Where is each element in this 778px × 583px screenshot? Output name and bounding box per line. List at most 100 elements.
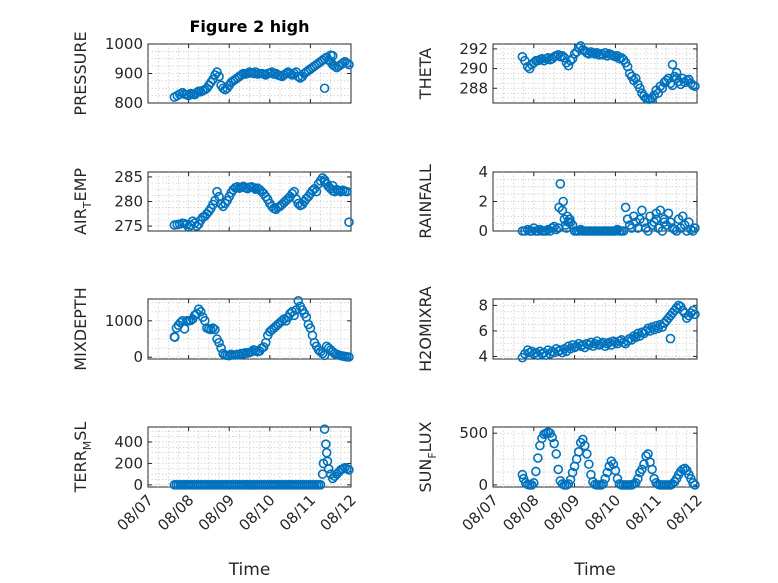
data-point: [553, 464, 564, 475]
data-point: [651, 214, 662, 224]
data-point: [206, 324, 216, 335]
data-point: [563, 60, 574, 71]
y-tick-label: 0: [478, 476, 488, 494]
y-axis-label-main: MIXDEPTH: [71, 287, 90, 370]
data-point: [665, 217, 676, 227]
data-point: [690, 309, 700, 320]
y-tick-label: 1000: [105, 312, 143, 330]
data-point: [690, 81, 700, 92]
panel-rainfall: 0 2 4 RAINFALL: [416, 163, 700, 240]
data-point: [677, 305, 688, 316]
y-axis-label: RAINFALL: [416, 164, 435, 239]
y-axis-label-tail: EMP: [71, 168, 90, 202]
data-point: [551, 449, 562, 459]
data-point: [637, 464, 647, 475]
data-point: [647, 464, 657, 475]
data-point: [655, 205, 666, 216]
y-tick-label: 280: [114, 193, 143, 211]
y-axis-label-main: TERR: [71, 450, 90, 493]
y-tick-label: 800: [114, 94, 143, 112]
data-point: [344, 465, 354, 475]
data-point: [582, 449, 592, 459]
y-axis-label-main: PRESSURE: [71, 31, 90, 115]
data-point: [643, 323, 653, 334]
y-tick-label: 400: [114, 433, 143, 451]
data-point: [618, 226, 629, 236]
y-axis-label-main: H2OMIXRA: [416, 286, 435, 372]
data-point: [289, 310, 299, 321]
panel-airtemp: 275 280 285 AIRTEMP: [71, 168, 354, 235]
data-point: [338, 58, 348, 68]
x-axis-label: Time: [573, 560, 616, 580]
y-axis-label: THETA: [416, 48, 435, 100]
data-point: [657, 83, 668, 94]
data-point: [193, 304, 204, 314]
data-point: [635, 83, 645, 94]
data-point: [533, 453, 543, 463]
data-point: [647, 322, 657, 332]
data-point: [622, 336, 633, 346]
data-point: [565, 55, 576, 66]
data-point: [212, 67, 222, 77]
data-point: [584, 340, 594, 350]
data-point: [315, 480, 326, 490]
data-point: [567, 53, 578, 64]
data-point: [214, 337, 224, 348]
data-point: [329, 61, 340, 71]
data-point: [671, 303, 682, 313]
data-point: [317, 348, 328, 359]
y-tick-label: 6: [478, 322, 488, 340]
data-point: [528, 478, 539, 488]
data-point: [690, 480, 700, 490]
data-point: [620, 202, 631, 213]
data-point: [214, 71, 224, 82]
y-axis-label-subscript: F: [426, 452, 439, 458]
data-point: [531, 466, 541, 477]
y-tick-label: 0: [478, 222, 488, 240]
data-point: [336, 186, 346, 197]
y-axis-label-main: THETA: [416, 48, 435, 100]
data-point: [169, 332, 180, 342]
data-point: [212, 186, 222, 197]
data-point: [327, 180, 338, 191]
y-tick-label: 275: [114, 217, 143, 235]
data-point: [547, 432, 557, 443]
data-point: [557, 205, 568, 216]
data-point: [608, 459, 619, 470]
data-point: [195, 306, 206, 317]
data-point: [630, 73, 641, 84]
data-point: [669, 224, 680, 235]
data-point: [319, 424, 330, 434]
y-tick-label: 900: [114, 65, 143, 83]
y-axis-label-main: AIR: [71, 208, 90, 235]
data-point: [637, 205, 647, 216]
data-point: [342, 58, 352, 68]
chart-title: Figure 2 high: [190, 17, 310, 36]
data-point: [526, 480, 537, 490]
data-point: [577, 340, 588, 350]
data-point: [216, 343, 226, 353]
data-point: [549, 438, 560, 449]
data-point: [558, 196, 568, 207]
data-point: [208, 323, 218, 333]
y-tick-label: 4: [478, 163, 488, 181]
data-point: [671, 67, 682, 78]
data-point: [557, 50, 568, 61]
data-point: [285, 68, 295, 79]
data-point: [344, 217, 354, 227]
data-point: [248, 182, 259, 193]
data-point: [677, 211, 688, 222]
y-tick-label: 288: [459, 79, 488, 97]
panel-mixdepth: 0 1000 MIXDEPTH: [71, 287, 354, 371]
data-point: [236, 70, 247, 80]
panel-h2omixra: 4 6 8 H2OMIXRA: [416, 286, 700, 372]
y-tick-label: 2: [478, 193, 488, 211]
y-axis-label-subscript: T: [81, 201, 94, 209]
y-tick-label: 8: [478, 296, 488, 314]
data-point: [319, 177, 330, 187]
data-point: [344, 59, 354, 70]
data-point: [584, 459, 594, 470]
data-point: [577, 434, 588, 445]
